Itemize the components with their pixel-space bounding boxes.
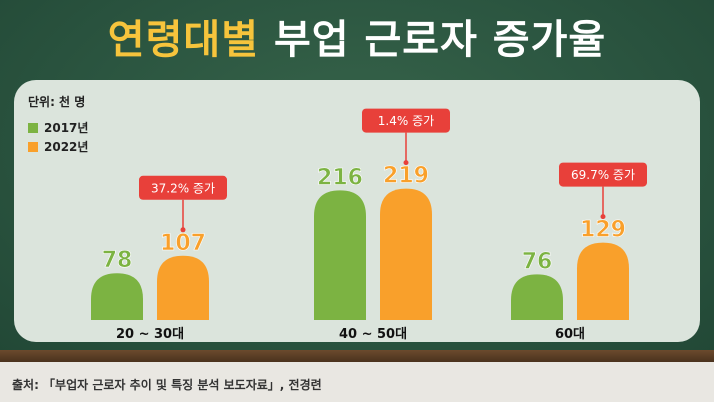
annotation-dot [403,160,409,166]
annotation-label: 69.7% 증가 [571,168,635,182]
data-label: 129 [580,218,626,243]
legend-swatch-2022 [28,141,38,152]
legend-label-2022: 2022년 [44,140,89,154]
chalkboard-ledge [0,350,714,362]
category-label: 20 ~ 30대 [116,327,184,342]
annotation-dot [180,227,186,233]
category-label: 40 ~ 50대 [339,327,407,342]
bar-2022-group-2 [577,242,629,320]
annotation-label: 1.4% 증가 [378,114,434,128]
legend-label-2017: 2017년 [44,121,89,135]
title-rest: 부업 근로자 증가율 [273,17,607,63]
data-label: 216 [317,165,363,190]
data-label: 78 [102,248,133,273]
data-label: 219 [383,164,429,189]
data-label: 76 [522,249,553,274]
annotation-box [559,162,647,187]
annotation-box [362,108,450,133]
legend-item-2022: 2022년 [28,138,88,155]
bar-chart: 78 107 20 ~ 30대 37.2% 증가 216 219 40 ~ 50대 1.4% … [91,108,647,342]
annotation-box [139,175,227,200]
chart-title: 연령대별 부업 근로자 증가율 [0,10,714,70]
category-label: 60대 [555,327,585,342]
legend-item-2017: 2017년 [28,119,88,136]
bar-2017-group-0 [91,273,143,320]
data-label: 107 [160,231,206,256]
bar-2017-group-1 [314,190,366,320]
title-highlight: 연령대별 [107,17,259,63]
annotation-dot [600,214,606,220]
source-footer: 출처: 「부업자 근로자 추이 및 특징 분석 보도자료」, 전경련 [12,378,322,392]
unit-label: 단위: 천 명 [28,95,86,109]
legend-swatch-2017 [28,122,38,133]
bar-2022-group-0 [157,255,209,320]
bar-2022-group-1 [380,188,432,320]
bar-2017-group-2 [511,274,563,320]
annotation-label: 37.2% 증가 [151,181,215,195]
